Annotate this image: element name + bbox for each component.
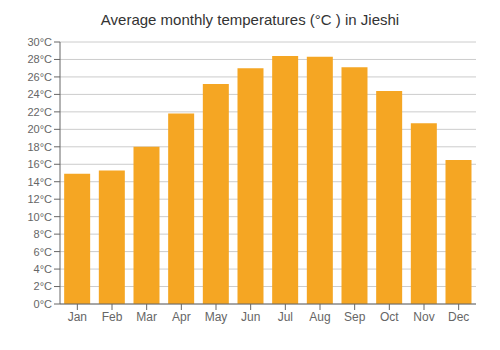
- svg-text:Sep: Sep: [344, 310, 366, 324]
- svg-text:26°C: 26°C: [27, 71, 52, 83]
- svg-text:16°C: 16°C: [27, 158, 52, 170]
- svg-text:28°C: 28°C: [27, 53, 52, 65]
- svg-text:Mar: Mar: [136, 310, 157, 324]
- svg-text:Apr: Apr: [172, 310, 191, 324]
- svg-text:2°C: 2°C: [34, 280, 53, 292]
- html-text:Average monthly temperatures (: Average monthly temperatures (°C ) in Ji…: [100, 11, 400, 28]
- svg-text:22°C: 22°C: [27, 106, 52, 118]
- svg-text:May: May: [205, 310, 228, 324]
- svg-text:Oct: Oct: [380, 310, 399, 324]
- svg-text:10°C: 10°C: [27, 211, 52, 223]
- svg-text:Dec: Dec: [448, 310, 469, 324]
- svg-text:12°C: 12°C: [27, 193, 52, 205]
- svg-text:0°C: 0°C: [34, 298, 53, 310]
- svg-text:14°C: 14°C: [27, 176, 52, 188]
- svg-text:Jul: Jul: [278, 310, 293, 324]
- svg-text:20°C: 20°C: [27, 123, 52, 135]
- svg-text:Aug: Aug: [309, 310, 330, 324]
- svg-text:Feb: Feb: [102, 310, 123, 324]
- svg-text:4°C: 4°C: [34, 263, 53, 275]
- svg-text:18°C: 18°C: [27, 141, 52, 153]
- svg-text:8°C: 8°C: [34, 228, 53, 240]
- svg-text:30°C: 30°C: [27, 36, 52, 48]
- svg-text:Jun: Jun: [241, 310, 260, 324]
- svg-text:24°C: 24°C: [27, 88, 52, 100]
- svg-text:Jan: Jan: [68, 310, 87, 324]
- svg-text:Nov: Nov: [413, 310, 434, 324]
- svg-text:6°C: 6°C: [34, 246, 53, 258]
